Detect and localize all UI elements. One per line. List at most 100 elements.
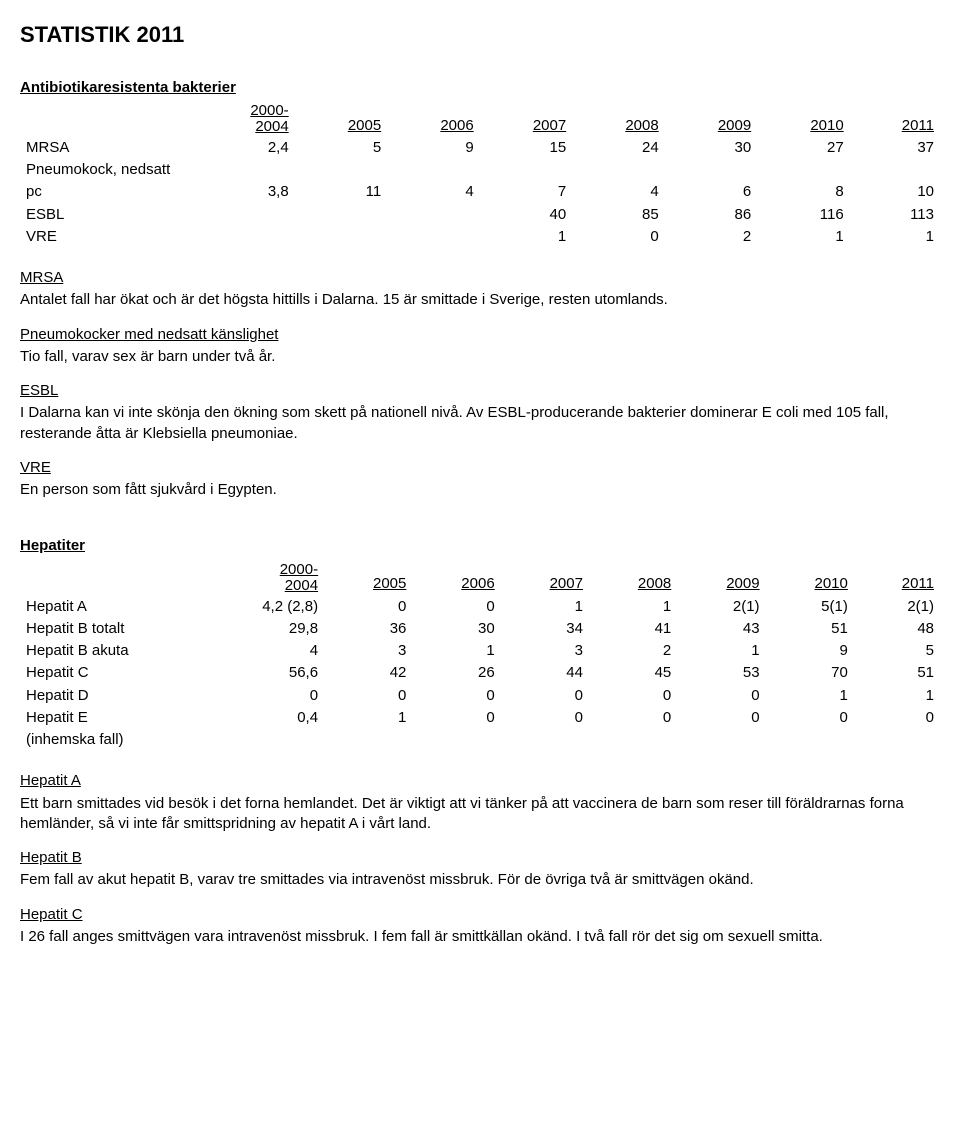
cell: 44	[501, 662, 589, 684]
cell: 6	[665, 181, 758, 203]
cell: 2,4	[192, 137, 295, 159]
cell: 26	[412, 662, 500, 684]
cell: 3	[501, 640, 589, 662]
col-2008: 2008	[589, 561, 677, 596]
cell: 0	[766, 707, 854, 729]
cell: 4	[192, 640, 324, 662]
mrsa-text: Antalet fall har ökat och är det högsta …	[20, 290, 940, 310]
cell: 0,4	[192, 707, 324, 729]
section1-heading: Antibiotikaresistenta bakterier	[20, 78, 940, 98]
cell: 9	[387, 137, 480, 159]
cell: 70	[766, 662, 854, 684]
cell: 27	[757, 137, 850, 159]
cell: 1	[757, 226, 850, 248]
cell: 113	[850, 204, 940, 226]
cell: 1	[677, 640, 765, 662]
cell: 1	[412, 640, 500, 662]
cell	[387, 226, 480, 248]
table-footnote-row: (inhemska fall)	[20, 729, 940, 751]
cell: 0	[412, 685, 500, 707]
table-row: pc 3,8 11 4 7 4 6 8 10	[20, 181, 940, 203]
cell: 51	[766, 618, 854, 640]
cell: 8	[757, 181, 850, 203]
col-2000-2004: 2000- 2004	[192, 102, 295, 137]
cell: 10	[850, 181, 940, 203]
cell: 2(1)	[677, 596, 765, 618]
cell: Hepatit C	[20, 662, 192, 684]
cell: 0	[412, 707, 500, 729]
cell: 5	[295, 137, 388, 159]
cell: 48	[854, 618, 940, 640]
cell: Hepatit A	[20, 596, 192, 618]
cell: 85	[572, 204, 665, 226]
cell: 0	[412, 596, 500, 618]
pneumo-heading: Pneumokocker med nedsatt känslighet	[20, 325, 940, 345]
cell: Hepatit D	[20, 685, 192, 707]
table-row: VRE 1 0 2 1 1	[20, 226, 940, 248]
pneumo-text: Tio fall, varav sex är barn under två år…	[20, 347, 940, 367]
cell: 3,8	[192, 181, 295, 203]
page-container: STATISTIK 2011 Antibiotikaresistenta bak…	[0, 0, 960, 999]
table-hepatit: 2000- 2004 2005 2006 2007 2008 2009 2010…	[20, 561, 940, 752]
cell: 0	[677, 707, 765, 729]
table-antibiotic: 2000- 2004 2005 2006 2007 2008 2009 2010…	[20, 102, 940, 248]
col-2011: 2011	[850, 102, 940, 137]
hepC-heading: Hepatit C	[20, 905, 940, 925]
cell: 30	[412, 618, 500, 640]
cell: Pneumokock, nedsatt	[20, 159, 192, 181]
cell: 1	[480, 226, 573, 248]
cell: 5	[854, 640, 940, 662]
cell: 0	[501, 685, 589, 707]
cell: 0	[677, 685, 765, 707]
col-2010: 2010	[766, 561, 854, 596]
cell: 0	[324, 685, 412, 707]
esbl-heading: ESBL	[20, 381, 940, 401]
cell: 0	[572, 226, 665, 248]
col-2007: 2007	[501, 561, 589, 596]
cell: 86	[665, 204, 758, 226]
cell: Hepatit E	[20, 707, 192, 729]
cell	[295, 226, 388, 248]
col-2000-2004: 2000- 2004	[192, 561, 324, 596]
page-title: STATISTIK 2011	[20, 20, 940, 50]
cell: 56,6	[192, 662, 324, 684]
cell: 2	[589, 640, 677, 662]
cell: 1	[324, 707, 412, 729]
vre-text: En person som fått sjukvård i Egypten.	[20, 480, 940, 500]
table-row: Pneumokock, nedsatt	[20, 159, 940, 181]
cell: 1	[854, 685, 940, 707]
cell: 11	[295, 181, 388, 203]
cell: 30	[665, 137, 758, 159]
table-row: Hepatit C 56,6 42 26 44 45 53 70 51	[20, 662, 940, 684]
cell: 0	[324, 596, 412, 618]
cell: MRSA	[20, 137, 192, 159]
cell: 15	[480, 137, 573, 159]
cell: 34	[501, 618, 589, 640]
esbl-text: I Dalarna kan vi inte skönja den ökning …	[20, 403, 940, 444]
table-row: Hepatit E 0,4 1 0 0 0 0 0 0	[20, 707, 940, 729]
table-row: ESBL 40 85 86 116 113	[20, 204, 940, 226]
cell: ESBL	[20, 204, 192, 226]
cell: 24	[572, 137, 665, 159]
table-row: Hepatit B totalt 29,8 36 30 34 41 43 51 …	[20, 618, 940, 640]
cell: 9	[766, 640, 854, 662]
cell: 53	[677, 662, 765, 684]
cell: 1	[766, 685, 854, 707]
cell: 0	[589, 685, 677, 707]
cell: Hepatit B akuta	[20, 640, 192, 662]
table-row: MRSA 2,4 5 9 15 24 30 27 37	[20, 137, 940, 159]
cell: 40	[480, 204, 573, 226]
hepB-text: Fem fall av akut hepatit B, varav tre sm…	[20, 870, 940, 890]
col-2011: 2011	[854, 561, 940, 596]
table-row: Hepatit D 0 0 0 0 0 0 1 1	[20, 685, 940, 707]
cell: 116	[757, 204, 850, 226]
col-2010: 2010	[757, 102, 850, 137]
cell: 1	[501, 596, 589, 618]
hepB-heading: Hepatit B	[20, 848, 940, 868]
cell: 51	[854, 662, 940, 684]
cell	[192, 226, 295, 248]
cell: 45	[589, 662, 677, 684]
cell: 41	[589, 618, 677, 640]
cell: VRE	[20, 226, 192, 248]
cell: 0	[501, 707, 589, 729]
